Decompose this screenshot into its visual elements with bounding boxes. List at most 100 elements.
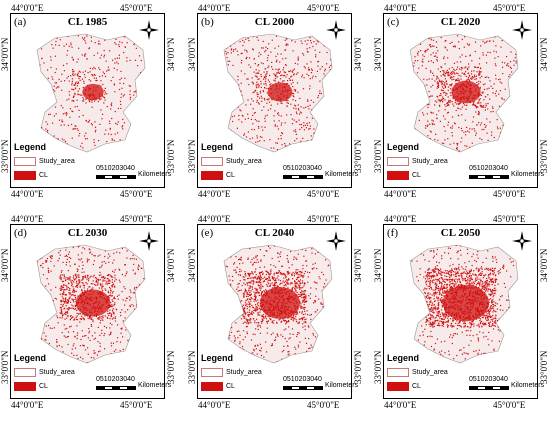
- lat-label-top-left: 34°0'0"N: [187, 248, 197, 282]
- scale-numbers: 0510203040: [283, 165, 322, 172]
- urban-core: [267, 82, 293, 102]
- legend-label-study-area: Study_area: [226, 369, 262, 376]
- cl-swatch: [387, 382, 409, 391]
- panel-letter: (d): [14, 227, 27, 239]
- lat-label-top-right: 34°0'0"N: [539, 37, 549, 71]
- lat-label-top-left: 34°0'0"N: [373, 248, 383, 282]
- urban-core: [443, 284, 489, 322]
- map-panel: 44°0'0"E 45°0'0"E 44°0'0"E 45°0'0"E 34°0…: [187, 214, 363, 410]
- lon-label-bottom-left: 44°0'0"E: [384, 400, 417, 410]
- urban-core: [451, 80, 481, 104]
- north-arrow-icon: [512, 20, 532, 40]
- scale-unit: Kilometers: [138, 382, 172, 389]
- panel-letter: (f): [387, 227, 398, 239]
- lat-label-bottom-right: 33°0'0"N: [166, 350, 176, 384]
- north-arrow-icon: [326, 20, 346, 40]
- legend-label-cl: CL: [226, 383, 235, 390]
- legend-item-cl: CL: [14, 382, 48, 391]
- lat-label-top-left: 34°0'0"N: [373, 37, 383, 71]
- map-frame: (c) CL 2020 Legend Study_area CL 0510203…: [383, 13, 544, 188]
- lon-label-bottom-left: 44°0'0"E: [198, 189, 231, 199]
- lon-label-top-left: 44°0'0"E: [198, 214, 231, 224]
- scale-bar: [283, 175, 323, 179]
- lat-label-bottom-right: 33°0'0"N: [539, 139, 549, 173]
- legend-item-study-area: Study_area: [14, 368, 75, 377]
- lon-label-top-left: 44°0'0"E: [11, 214, 44, 224]
- map-frame: (a) CL 1985 Legend Study_area CL 0510203…: [10, 13, 171, 188]
- panel-title: CL 2020: [440, 16, 481, 28]
- north-arrow-icon: [512, 231, 532, 251]
- study-area-map: [409, 244, 519, 364]
- study-area-swatch: [201, 157, 223, 166]
- legend-label-study-area: Study_area: [39, 369, 75, 376]
- lon-label-bottom-left: 44°0'0"E: [11, 400, 44, 410]
- map-panel: 44°0'0"E 45°0'0"E 44°0'0"E 45°0'0"E 34°0…: [0, 3, 176, 199]
- legend-label-cl: CL: [412, 172, 421, 179]
- legend-label-cl: CL: [226, 172, 235, 179]
- lat-label-top-right: 34°0'0"N: [166, 248, 176, 282]
- study-area-swatch: [387, 157, 409, 166]
- panel-letter: (b): [201, 16, 214, 28]
- legend-item-study-area: Study_area: [201, 368, 262, 377]
- lat-label-bottom-right: 33°0'0"N: [166, 139, 176, 173]
- cl-swatch: [14, 171, 36, 180]
- map-frame: (b) CL 2000 Legend Study_area CL 0510203…: [197, 13, 358, 188]
- study-area-map: [409, 33, 519, 153]
- lon-label-top-right: 45°0'0"E: [307, 214, 340, 224]
- study-area-swatch: [387, 368, 409, 377]
- legend-label-study-area: Study_area: [39, 158, 75, 165]
- legend-label-study-area: Study_area: [226, 158, 262, 165]
- legend-title: Legend: [387, 142, 420, 152]
- scale-numbers: 0510203040: [469, 165, 508, 172]
- scale-bar: [96, 386, 136, 390]
- map-panel: 44°0'0"E 45°0'0"E 44°0'0"E 45°0'0"E 34°0…: [0, 214, 176, 410]
- map-panel: 44°0'0"E 45°0'0"E 44°0'0"E 45°0'0"E 34°0…: [373, 3, 549, 199]
- legend-item-study-area: Study_area: [14, 157, 75, 166]
- legend-title: Legend: [201, 353, 234, 363]
- panel-title: CL 2040: [254, 227, 295, 239]
- lon-label-bottom-right: 45°0'0"E: [307, 189, 340, 199]
- legend-label-cl: CL: [39, 172, 48, 179]
- panel-title: CL 1985: [67, 16, 108, 28]
- legend-item-cl: CL: [387, 171, 421, 180]
- legend-item-study-area: Study_area: [387, 157, 448, 166]
- scale-numbers: 0510203040: [96, 376, 135, 383]
- lon-label-top-right: 45°0'0"E: [120, 3, 153, 13]
- cl-swatch: [201, 382, 223, 391]
- lon-label-top-left: 44°0'0"E: [384, 214, 417, 224]
- scale-unit: Kilometers: [138, 171, 172, 178]
- legend-item-cl: CL: [201, 382, 235, 391]
- scale-unit: Kilometers: [325, 171, 359, 178]
- urban-core: [75, 289, 111, 317]
- lon-label-bottom-right: 45°0'0"E: [307, 400, 340, 410]
- scale-unit: Kilometers: [511, 171, 545, 178]
- lon-label-top-left: 44°0'0"E: [384, 3, 417, 13]
- map-panel: 44°0'0"E 45°0'0"E 44°0'0"E 45°0'0"E 34°0…: [187, 3, 363, 199]
- legend-label-study-area: Study_area: [412, 158, 448, 165]
- map-panel: 44°0'0"E 45°0'0"E 44°0'0"E 45°0'0"E 34°0…: [373, 214, 549, 410]
- panel-title: CL 2030: [67, 227, 108, 239]
- scale-bar: [469, 175, 509, 179]
- lat-label-top-left: 34°0'0"N: [0, 37, 10, 71]
- cl-swatch: [201, 171, 223, 180]
- lon-label-bottom-right: 45°0'0"E: [120, 189, 153, 199]
- scale-unit: Kilometers: [511, 382, 545, 389]
- north-arrow-icon: [139, 20, 159, 40]
- lon-label-bottom-left: 44°0'0"E: [198, 400, 231, 410]
- lat-label-bottom-left: 33°0'0"N: [373, 350, 383, 384]
- legend-title: Legend: [14, 353, 47, 363]
- lat-label-bottom-right: 33°0'0"N: [353, 139, 363, 173]
- lon-label-bottom-left: 44°0'0"E: [11, 189, 44, 199]
- panel-title: CL 2050: [440, 227, 481, 239]
- north-arrow-icon: [326, 231, 346, 251]
- lat-label-bottom-right: 33°0'0"N: [539, 350, 549, 384]
- legend-title: Legend: [387, 353, 420, 363]
- legend-item-study-area: Study_area: [387, 368, 448, 377]
- panel-letter: (e): [201, 227, 214, 239]
- scale-numbers: 0510203040: [96, 165, 135, 172]
- legend-label-study-area: Study_area: [412, 369, 448, 376]
- study-area-swatch: [201, 368, 223, 377]
- cl-swatch: [387, 171, 409, 180]
- legend-item-study-area: Study_area: [201, 157, 262, 166]
- lon-label-top-left: 44°0'0"E: [11, 3, 44, 13]
